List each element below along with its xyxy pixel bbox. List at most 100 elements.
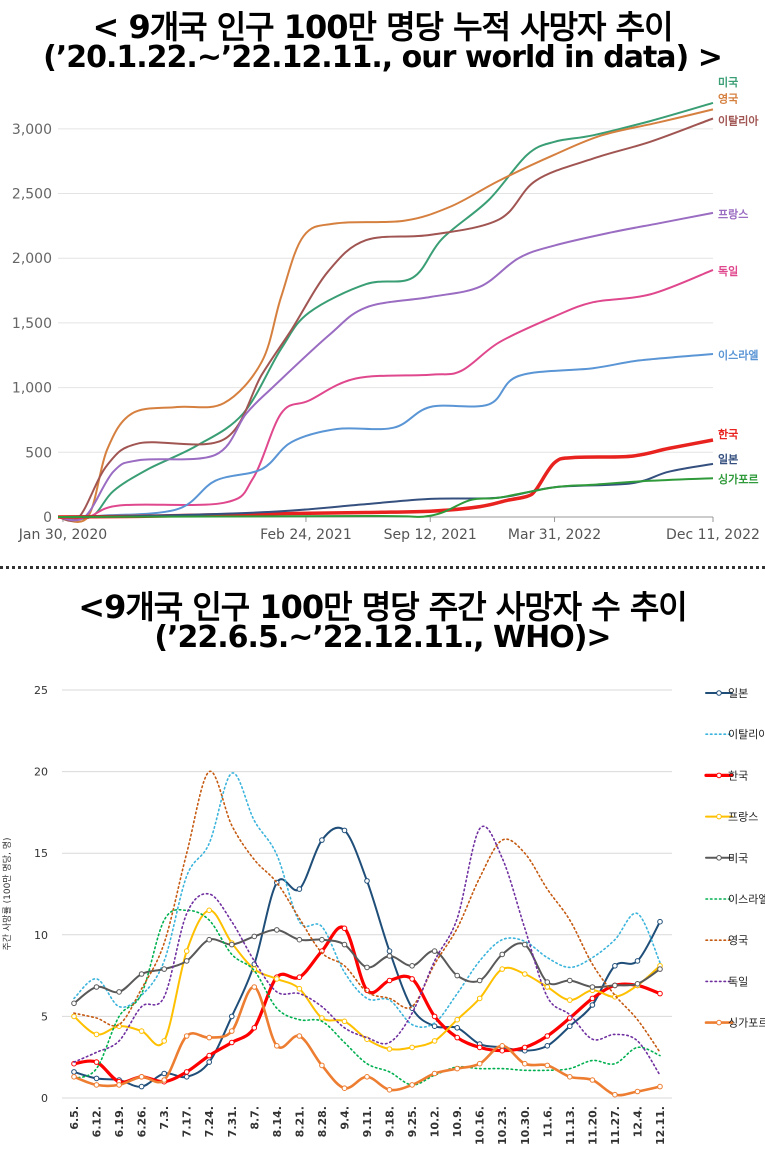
y-tick-label: 25 (34, 684, 48, 697)
point-series-3 (409, 976, 415, 982)
legend-marker-series-3 (716, 772, 722, 779)
legend-marker-series-4 (716, 813, 722, 820)
point-series-5 (567, 977, 573, 984)
point-series-5 (183, 958, 190, 964)
point-series-4 (386, 1046, 393, 1052)
point-series-3 (341, 925, 348, 932)
x-tick-label: 11.6. (541, 1106, 554, 1137)
end-label-series-3: 이탈리아 (718, 113, 759, 127)
legend-label-series-6: 이스라엘 (728, 893, 765, 906)
point-series-5 (161, 966, 167, 972)
line-series-3 (72, 925, 662, 1084)
point-series-3 (386, 977, 393, 984)
point-series-5 (116, 989, 122, 995)
point-series-1 (93, 1075, 100, 1082)
point-series-5 (319, 936, 325, 943)
point-series-3 (296, 974, 303, 981)
y-tick-label: 2,500 (12, 187, 52, 203)
point-series-5 (522, 941, 528, 948)
point-series-1 (341, 827, 348, 834)
point-series-4 (409, 1044, 415, 1051)
y-tick-label: 500 (25, 445, 52, 461)
point-series-9 (409, 1082, 415, 1088)
point-series-5 (206, 936, 212, 943)
point-series-1 (454, 1025, 461, 1031)
line-series-2 (73, 772, 661, 1028)
end-label-series-4: 프랑스 (718, 208, 748, 221)
line-series-6 (73, 908, 661, 1086)
x-tick-label: 10.16. (474, 1106, 487, 1145)
point-series-5 (589, 984, 596, 990)
x-tick-label: 11.27. (609, 1106, 622, 1145)
point-series-3 (229, 1039, 235, 1046)
point-series-9 (522, 1060, 528, 1067)
x-tick-label: 8.28. (316, 1106, 329, 1137)
point-series-4 (476, 995, 483, 1002)
point-series-9 (183, 1033, 190, 1039)
x-tick-label: 7.24. (203, 1106, 216, 1137)
weekly-deaths-chart: 0 5 10 15 20 25 주간 사망률 (100만 명당, 명) 6.5. 6.12. 6.… (2, 684, 765, 1145)
point-series-5 (274, 927, 280, 933)
end-label-series-1: 미국 (718, 75, 738, 89)
point-series-9 (161, 1077, 167, 1083)
legend-label-series-9: 싱가포르 (728, 1017, 765, 1030)
line-series-3 (57, 117, 714, 522)
point-series-9 (116, 1082, 122, 1088)
point-series-3 (476, 1044, 483, 1051)
point-series-4 (183, 948, 190, 954)
line-series-8 (57, 462, 714, 518)
x-tick-label: 10.2. (429, 1106, 442, 1137)
point-series-3 (454, 1034, 461, 1041)
legend-label-series-7: 영국 (728, 934, 748, 947)
line-series-1 (73, 826, 661, 1088)
point-series-9 (386, 1087, 393, 1093)
point-series-9 (206, 1034, 212, 1041)
point-series-5 (364, 964, 370, 971)
point-series-4 (206, 907, 212, 914)
point-series-4 (93, 1031, 100, 1038)
y-tick-label: 5 (41, 1010, 48, 1023)
top-chart-subtitle: (’20.1.22.~’22.12.11., our world in data… (43, 40, 723, 75)
point-series-9 (454, 1065, 461, 1072)
point-series-5 (634, 981, 641, 987)
line-series-5 (57, 268, 714, 519)
point-series-1 (161, 1070, 167, 1077)
point-series-3 (206, 1052, 212, 1059)
y-tick-label: 0 (41, 1092, 48, 1105)
bottom-chart-subtitle: (’22.6.5.~’22.12.11., WHO)> (154, 620, 611, 655)
point-series-4 (296, 985, 303, 992)
point-series-3 (499, 1047, 506, 1054)
point-series-9 (364, 1074, 370, 1080)
end-label-series-6: 이스라엘 (718, 348, 758, 362)
end-label-series-7: 한국 (718, 427, 738, 441)
point-series-1 (431, 1023, 438, 1030)
point-series-5 (454, 972, 461, 979)
point-series-4 (319, 1015, 325, 1021)
point-series-5 (93, 984, 100, 990)
point-series-5 (229, 941, 235, 948)
point-series-3 (589, 995, 596, 1002)
legend-label-series-4: 프랑스 (728, 811, 758, 824)
point-series-5 (657, 966, 663, 972)
point-series-5 (251, 933, 258, 940)
point-series-1 (206, 1059, 212, 1065)
top-chart-title: < 9개국 인구 100만 명당 누적 사망자 추이 (92, 8, 673, 46)
point-series-3 (93, 1059, 100, 1065)
y-tick-label: 1,500 (12, 316, 52, 332)
point-series-1 (634, 958, 641, 964)
point-series-4 (499, 966, 506, 972)
line-series-7 (73, 770, 661, 1054)
line-series-6 (57, 353, 714, 518)
legend-marker-series-1 (716, 690, 722, 696)
point-series-4 (341, 1018, 348, 1025)
point-series-9 (296, 1033, 303, 1039)
line-series-7 (57, 438, 714, 519)
point-series-9 (251, 984, 258, 990)
point-series-9 (657, 1083, 663, 1090)
line-series-9 (57, 477, 714, 518)
point-series-9 (431, 1070, 438, 1077)
point-series-9 (229, 1028, 235, 1034)
y-tick-label: 15 (34, 847, 48, 860)
point-series-5 (476, 977, 483, 984)
x-tick-label: Feb 24, 2021 (260, 527, 352, 543)
